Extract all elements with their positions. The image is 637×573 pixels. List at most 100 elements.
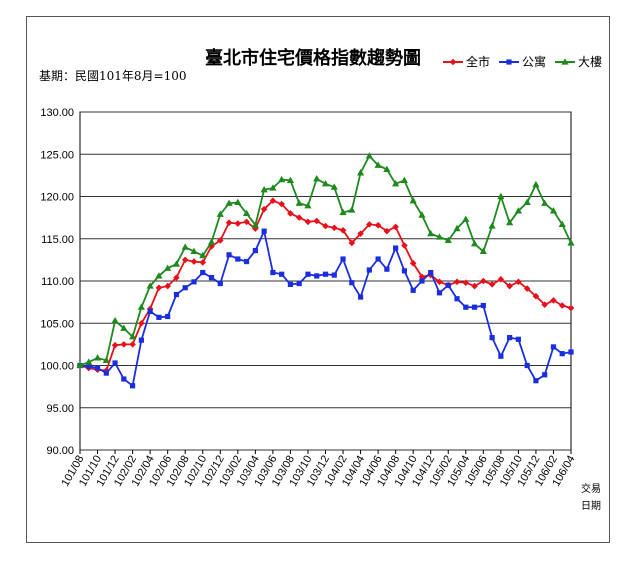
data-point-apartment xyxy=(410,287,416,293)
data-point-all-city xyxy=(567,304,575,312)
data-point-building xyxy=(207,238,216,245)
data-point-building xyxy=(181,243,189,250)
data-point-all-city xyxy=(453,278,461,286)
legend-label-apartment: 公寓 xyxy=(522,54,546,69)
data-point-all-city xyxy=(497,276,505,283)
data-point-all-city xyxy=(164,282,171,290)
chart-title: 臺北市住宅價格指數趨勢圖 xyxy=(205,47,421,69)
data-point-all-city xyxy=(304,218,312,226)
data-point-apartment xyxy=(252,247,258,254)
data-point-apartment xyxy=(130,383,136,389)
data-point-building xyxy=(348,206,356,213)
data-point-apartment xyxy=(147,308,153,315)
data-point-all-city xyxy=(295,214,303,221)
line-chart: 90.00 95.00 100.00 105.00 110.00 115.00 120.00… xyxy=(39,47,602,512)
data-point-building xyxy=(251,221,259,228)
chart-frame: 90.00 95.00 100.00 105.00 110.00 115.00 120.00… xyxy=(26,16,610,543)
data-point-apartment xyxy=(314,273,320,279)
data-point-building xyxy=(129,332,137,340)
data-point-building xyxy=(462,215,470,222)
data-point-building xyxy=(418,211,426,218)
data-point-building xyxy=(190,247,198,255)
data-point-apartment xyxy=(173,291,180,298)
data-point-apartment xyxy=(200,269,206,276)
data-point-building xyxy=(383,165,391,173)
data-point-apartment xyxy=(112,360,118,366)
data-point-apartment xyxy=(296,280,302,287)
data-point-all-city xyxy=(392,223,399,231)
data-point-building xyxy=(523,198,531,206)
data-point-building xyxy=(392,180,400,187)
data-point-building xyxy=(321,180,330,187)
data-point-building xyxy=(479,247,487,255)
data-point-building xyxy=(488,222,496,229)
data-point-all-city xyxy=(357,230,364,237)
y-tick-label: 130.00 xyxy=(40,107,74,119)
data-point-building xyxy=(435,233,444,240)
data-point-apartment xyxy=(191,279,197,285)
data-point-building xyxy=(295,199,303,206)
data-point-all-city xyxy=(173,274,180,281)
data-point-building xyxy=(541,199,549,206)
data-point-apartment xyxy=(463,304,469,310)
data-point-building xyxy=(304,201,312,209)
data-point-apartment xyxy=(559,351,565,357)
data-point-building xyxy=(199,251,207,259)
data-point-all-city xyxy=(111,341,119,349)
data-point-apartment xyxy=(507,335,513,341)
data-point-apartment xyxy=(156,314,162,320)
data-point-all-city xyxy=(181,256,189,264)
data-point-all-city xyxy=(199,259,207,266)
data-point-building xyxy=(506,218,514,226)
data-point-apartment xyxy=(261,228,267,234)
data-point-all-city xyxy=(401,242,408,249)
data-point-all-city xyxy=(462,279,470,286)
data-point-building xyxy=(155,272,163,279)
data-point-building xyxy=(532,180,540,188)
data-point-all-city xyxy=(488,281,496,288)
data-point-building xyxy=(330,183,338,190)
data-point-building xyxy=(453,224,461,232)
data-point-apartment xyxy=(138,337,144,343)
y-axis-ticks: 90.00 95.00 100.00 105.00 110.00 115.00 120.00… xyxy=(40,107,74,457)
data-point-building xyxy=(497,192,505,200)
data-point-apartment xyxy=(419,278,425,284)
y-tick-label: 120.00 xyxy=(40,192,74,204)
y-tick-label: 100.00 xyxy=(40,361,74,373)
data-point-all-city xyxy=(313,217,321,225)
y-tick-label: 110.00 xyxy=(41,276,74,288)
data-point-apartment xyxy=(550,344,557,350)
y-tick-label: 95.00 xyxy=(46,403,74,415)
x-axis-label-line2: 日期 xyxy=(581,500,601,512)
data-point-building xyxy=(85,358,93,365)
data-point-building xyxy=(146,282,154,289)
data-point-building xyxy=(234,198,242,206)
data-point-all-city xyxy=(374,221,382,229)
data-point-all-city xyxy=(155,284,163,292)
data-point-apartment xyxy=(349,280,355,286)
data-point-all-city xyxy=(558,302,566,309)
data-point-building xyxy=(102,356,110,364)
data-point-all-city xyxy=(418,273,426,281)
data-point-apartment xyxy=(270,269,276,276)
data-point-apartment xyxy=(489,335,495,341)
data-point-building xyxy=(76,361,84,369)
data-point-all-city xyxy=(225,219,233,226)
series-line-apartment xyxy=(79,228,572,388)
data-point-apartment xyxy=(235,256,241,262)
data-point-all-city xyxy=(269,197,277,205)
data-point-apartment xyxy=(121,376,127,382)
legend-label-building: 大樓 xyxy=(578,54,602,69)
legend-label-all-city: 全市 xyxy=(466,54,490,69)
data-point-apartment xyxy=(357,294,364,300)
series-apartment xyxy=(77,228,574,389)
data-point-apartment xyxy=(568,349,574,355)
data-point-building xyxy=(172,260,181,267)
data-point-apartment xyxy=(165,313,171,320)
data-point-building xyxy=(427,229,435,237)
y-tick-label: 90.00 xyxy=(46,445,74,457)
data-point-all-city xyxy=(339,227,347,234)
data-point-apartment xyxy=(384,266,390,272)
data-point-apartment xyxy=(542,372,548,378)
data-point-building xyxy=(558,220,566,227)
